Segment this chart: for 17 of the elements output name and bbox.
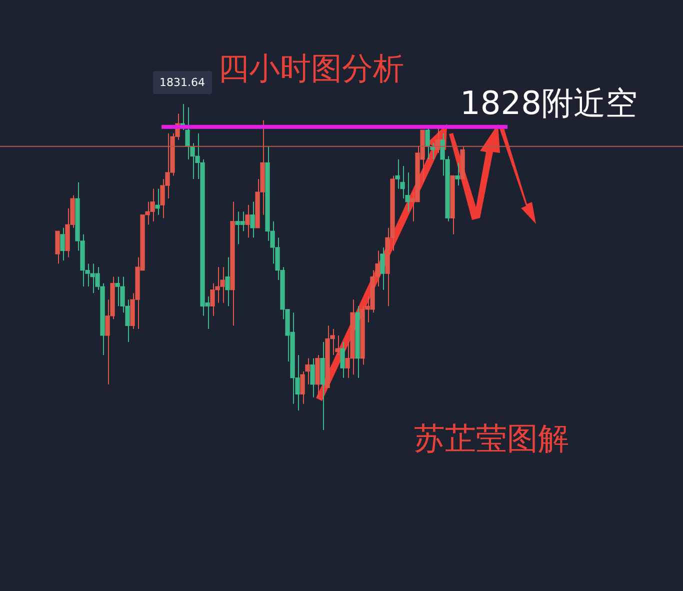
annotation: 苏芷莹图解 (414, 421, 569, 457)
candlestick (305, 358, 310, 385)
candlestick (300, 370, 305, 404)
candlestick (380, 246, 385, 290)
candlestick (250, 201, 255, 238)
candlestick (55, 230, 60, 264)
candlestick (455, 162, 460, 186)
annotation: 1831.64 (152, 71, 212, 94)
ref-line-label: 1828附近空 (460, 84, 638, 122)
candlestick (60, 227, 65, 261)
candlestick (155, 188, 160, 216)
candlestick (245, 204, 250, 238)
candlestick (310, 358, 315, 398)
chart-title: 四小时图分析 (218, 51, 404, 87)
candlestick (225, 256, 230, 307)
candlestick (435, 126, 440, 154)
candlestick (340, 341, 345, 378)
